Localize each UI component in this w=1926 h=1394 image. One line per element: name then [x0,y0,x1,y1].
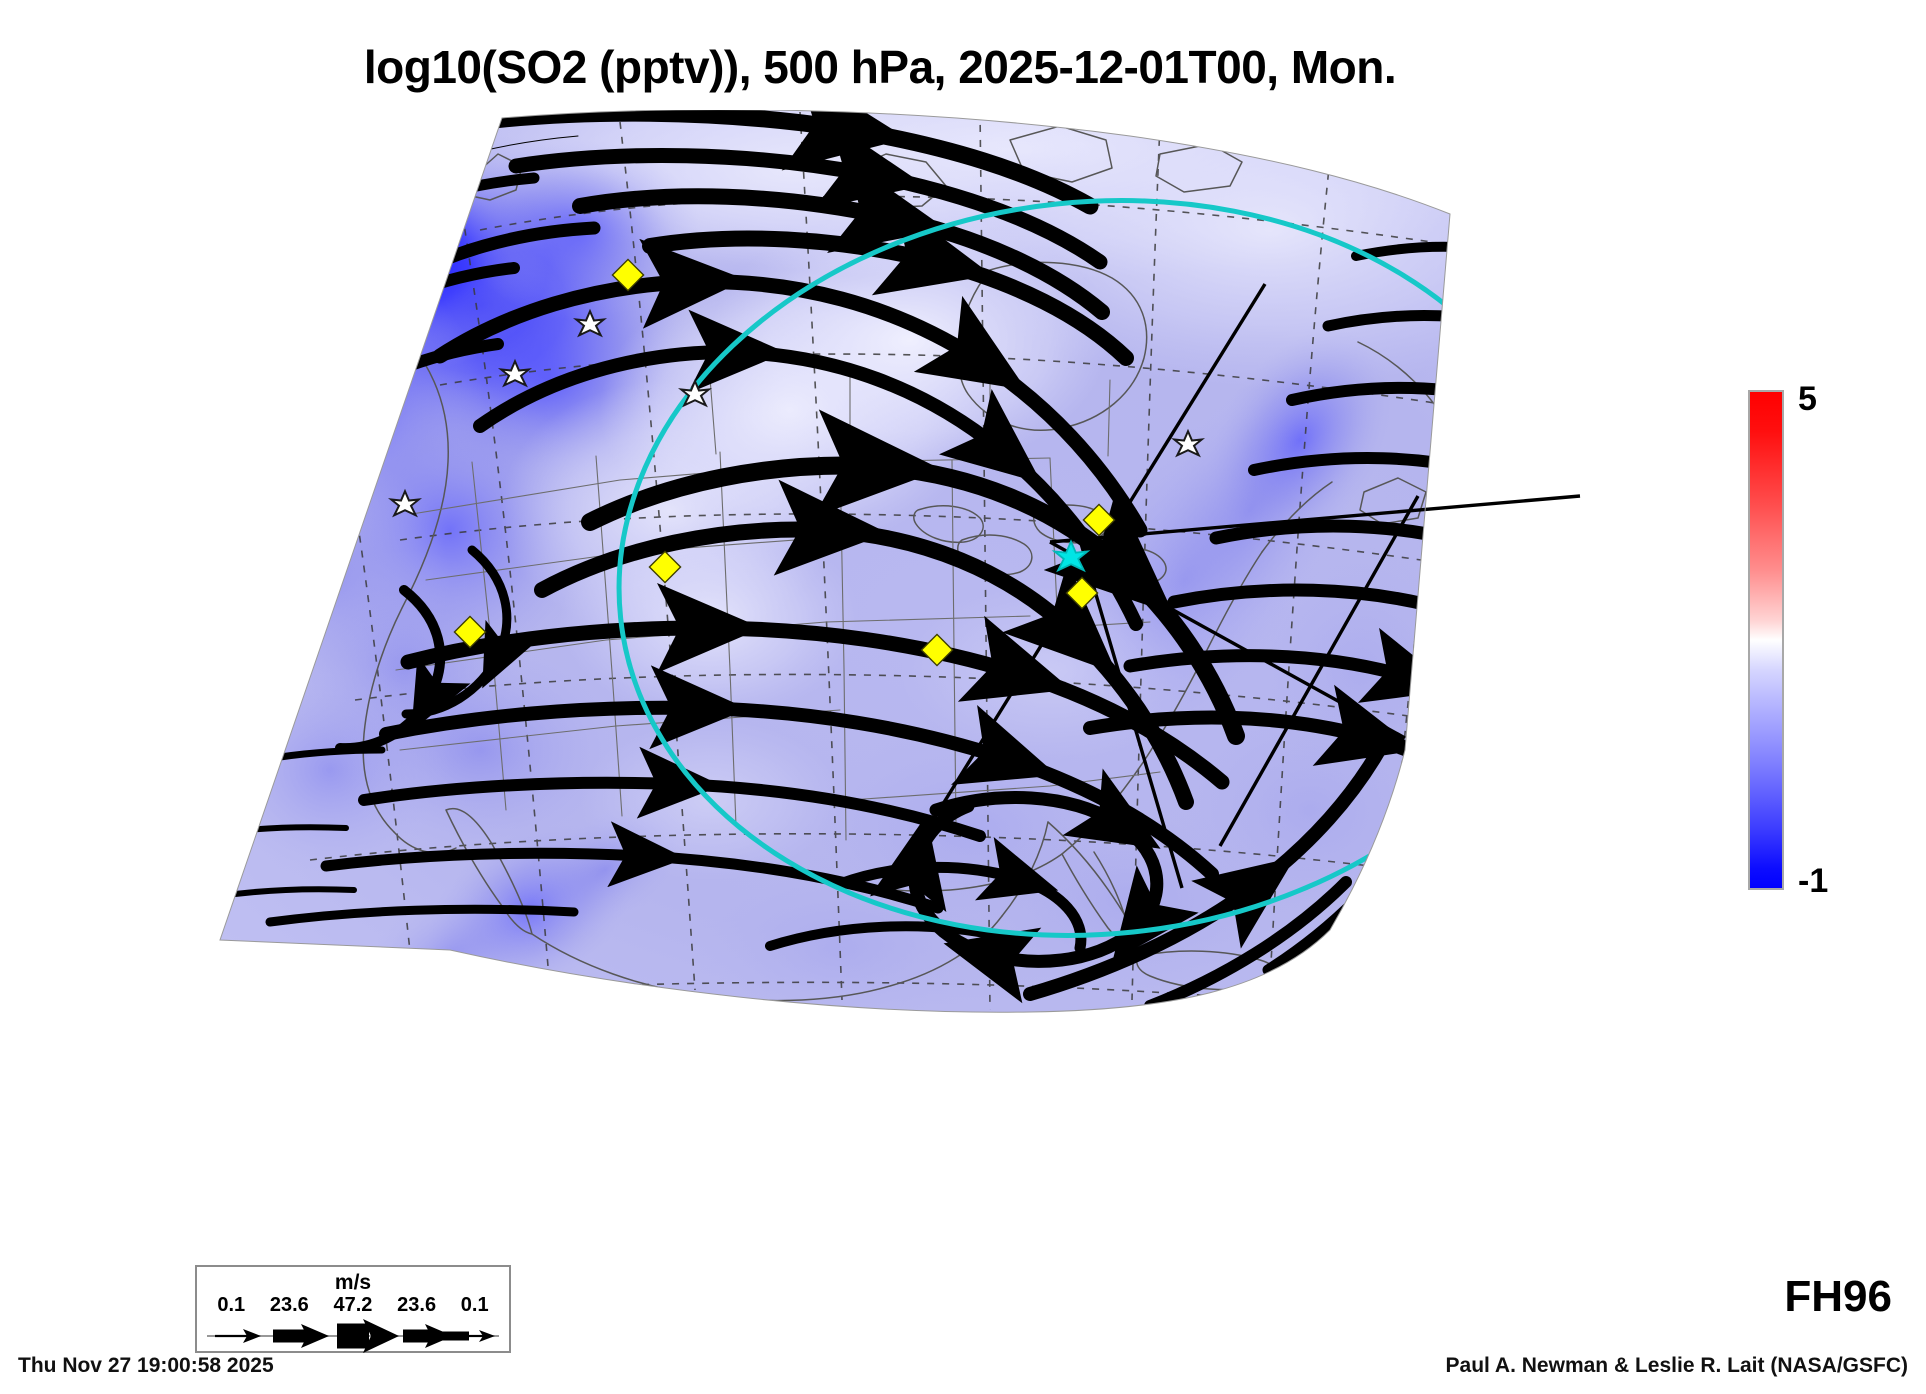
flight-track-lines [910,283,1581,889]
wind-tick-2: 47.2 [333,1294,373,1316]
so2-field-layer [220,110,1450,1013]
station-markers[interactable] [387,308,1206,518]
colorbar-min-label: -1 [1798,862,1829,900]
footer-timestamp: Thu Nov 27 19:00:58 2025 [18,1354,274,1377]
footer-credit: Paul A. Newman & Leslie R. Lait (NASA/GS… [1445,1354,1908,1377]
site-marker [1065,576,1099,610]
site-marker [920,633,954,667]
map-panel[interactable] [150,110,1710,1030]
station-marker [387,488,423,518]
site-markers[interactable] [453,258,1116,667]
wind-streamlines-layer [220,110,1450,1012]
colorbar-gradient[interactable] [1748,390,1784,890]
wind-tick-4: 0.1 [460,1294,489,1316]
colorbar[interactable]: 5 -1 [1748,382,1908,898]
station-marker [497,358,533,388]
site-marker [453,615,487,649]
station-marker [677,378,713,408]
forecast-map[interactable] [150,110,1710,1030]
wind-tick-labels: 0.1 23.6 47.2 23.6 0.1 [197,1294,509,1317]
map-domain-outline [219,110,1451,1013]
wind-tick-3: 23.6 [397,1294,437,1316]
wind-arrow-scale-icon [207,1319,499,1353]
wind-units-label: m/s [334,1271,372,1294]
flight-circle [616,198,1450,938]
site-marker [611,258,645,292]
wind-speed-legend: m/s 0.1 23.6 47.2 23.6 0.1 [195,1265,511,1353]
site-marker [1082,503,1116,537]
forecast-hour-label: FH96 [1784,1272,1892,1321]
station-marker [1170,428,1206,458]
page-title: log10(SO2 (pptv)), 500 hPa, 2025-12-01T0… [363,41,1397,93]
flight-center-marker[interactable] [1051,539,1091,573]
colorbar-max-label: 5 [1798,380,1817,418]
station-marker [572,308,608,338]
wind-tick-0: 0.1 [217,1294,246,1316]
wind-tick-1: 23.6 [269,1294,309,1316]
site-marker [648,550,682,584]
